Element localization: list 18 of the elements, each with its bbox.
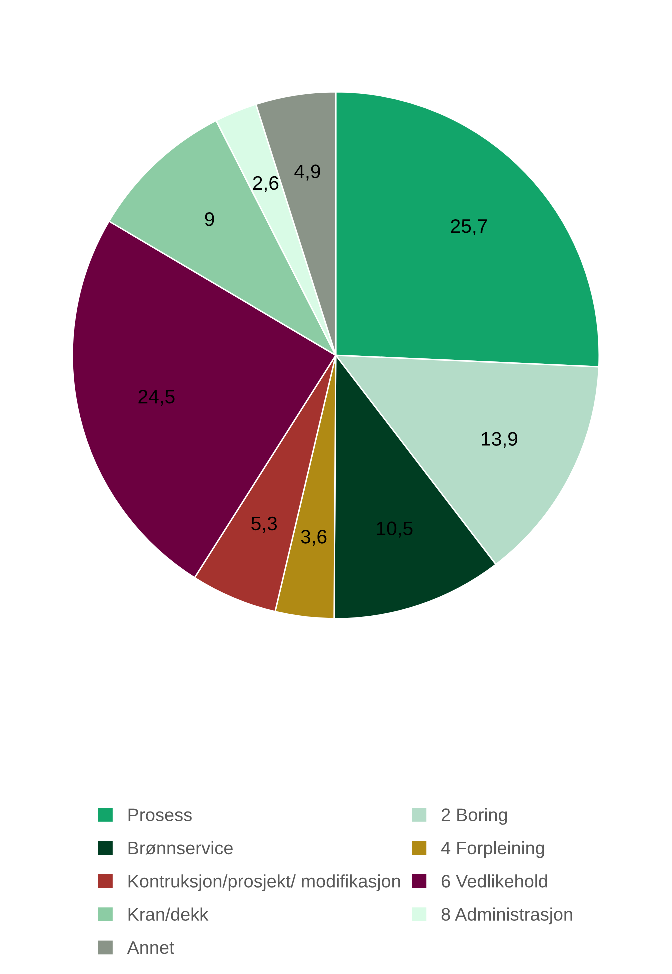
data-label: 25,7	[451, 219, 488, 236]
data-label: 4,9	[294, 164, 320, 181]
legend-label: 2 Boring	[442, 808, 508, 826]
data-label: 2,6	[253, 176, 279, 192]
data-label: 13,9	[482, 432, 518, 448]
data-label: 3,6	[301, 530, 327, 546]
legend-label: 6 Vedlikehold	[442, 874, 548, 888]
data-label: 10,5	[377, 522, 413, 538]
legend-label: 8 Administrasjon	[442, 908, 572, 925]
data-label: 24,5	[138, 390, 175, 406]
legend-label: Kontruksjon/prosjekt/ modifikasjon	[128, 874, 400, 892]
legend-label: Kran/dekk	[128, 908, 209, 922]
legend-label: Prosess	[128, 808, 192, 822]
data-label: 5,3	[252, 516, 278, 533]
legend-label: Annet	[127, 942, 174, 954]
legend-label: 4 Forpleining	[441, 841, 544, 858]
legend-label: Brønnservice	[128, 841, 233, 855]
data-label: 9	[205, 212, 214, 226]
